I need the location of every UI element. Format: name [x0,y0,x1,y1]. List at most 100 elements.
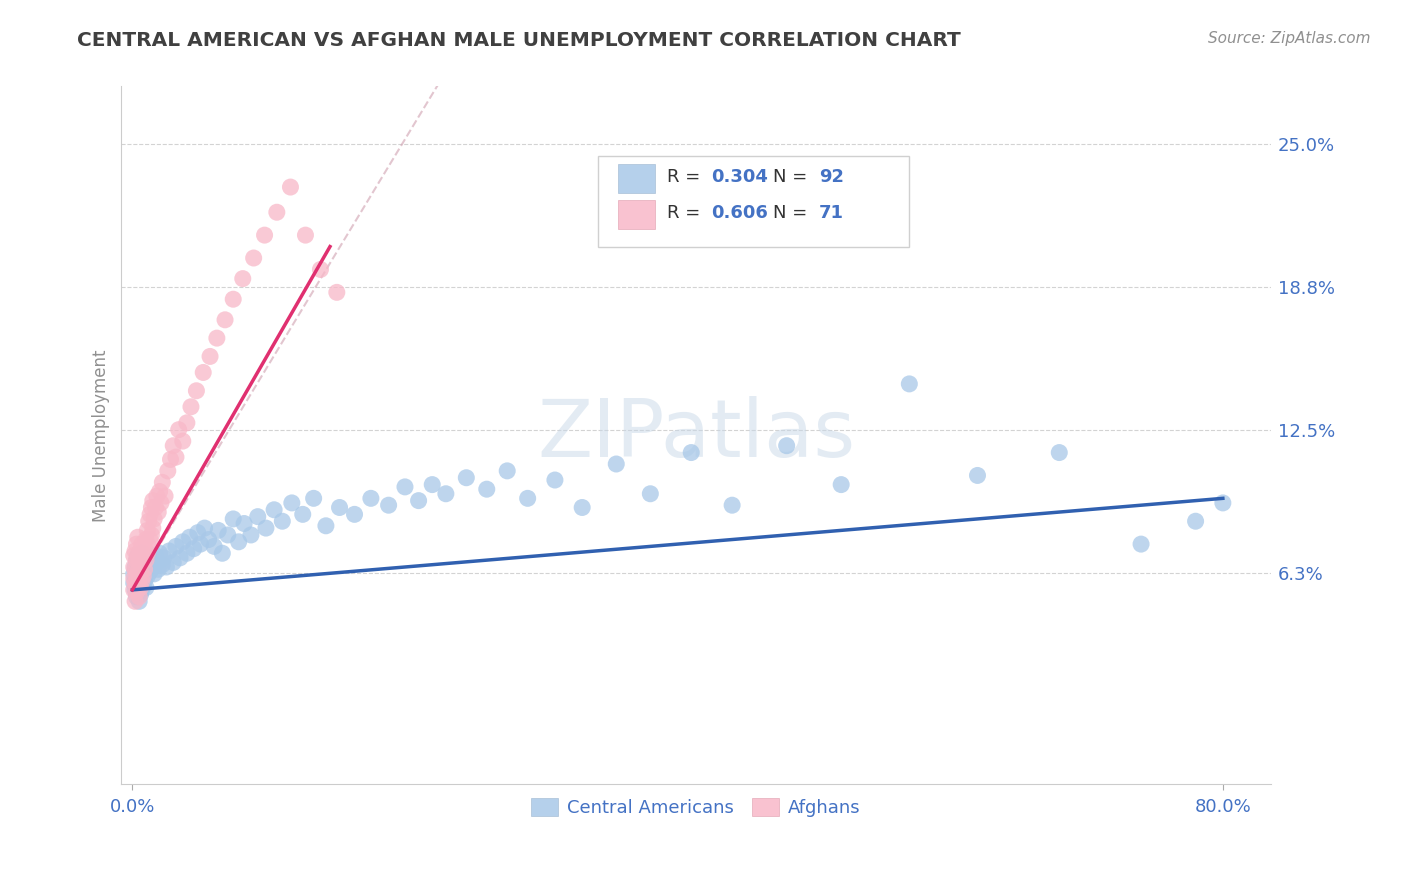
Point [155,560,177,574]
Point [141,528,163,542]
Point [165,540,187,554]
Text: R =: R = [668,204,706,222]
Point [129,550,152,565]
Point [165,450,187,464]
Point [124,560,146,574]
Point [132,569,155,583]
Point [169,550,191,565]
Point [135,581,157,595]
Point [153,489,176,503]
Point [271,514,294,528]
Point [122,560,145,574]
Point [328,500,350,515]
Point [127,565,149,579]
Point [205,331,228,345]
Point [193,366,215,380]
Point [150,475,173,490]
Point [134,541,156,556]
Point [1130,537,1153,551]
Point [135,553,157,567]
Point [280,180,302,194]
Point [172,434,194,449]
Point [434,487,457,501]
Point [377,498,399,512]
Point [187,525,209,540]
Point [172,534,194,549]
Point [128,571,150,585]
Point [214,313,236,327]
Point [162,439,184,453]
Point [128,594,150,608]
Point [132,578,155,592]
Point [141,553,163,567]
Point [1212,496,1234,510]
Point [122,571,145,585]
Point [131,574,153,588]
Point [966,468,988,483]
Point [211,546,233,560]
Point [176,416,198,430]
Point [176,546,198,560]
Point [156,464,179,478]
Point [127,549,149,563]
Point [148,505,170,519]
Text: 0.304: 0.304 [711,168,768,186]
Point [146,556,169,570]
Point [134,562,156,576]
Point [142,521,165,535]
Text: N =: N = [773,204,813,222]
Point [124,544,146,558]
Point [228,534,250,549]
Y-axis label: Male Unemployment: Male Unemployment [93,349,110,522]
Point [315,518,337,533]
Point [721,498,744,512]
Point [294,228,316,243]
Point [830,477,852,491]
Point [129,569,152,583]
Point [496,464,519,478]
Point [159,452,181,467]
Point [197,533,219,547]
Point [157,544,180,558]
Point [152,550,174,565]
Point [420,477,443,491]
Point [394,480,416,494]
Point [254,521,277,535]
Point [186,384,208,398]
Point [242,251,264,265]
Point [138,514,160,528]
Point [1184,514,1206,528]
Point [475,482,498,496]
Point [233,516,256,531]
Text: CENTRAL AMERICAN VS AFGHAN MALE UNEMPLOYMENT CORRELATION CHART: CENTRAL AMERICAN VS AFGHAN MALE UNEMPLOY… [77,31,962,50]
Point [125,553,148,567]
Point [149,484,172,499]
Point [142,493,165,508]
Text: Source: ZipAtlas.com: Source: ZipAtlas.com [1208,31,1371,46]
Point [135,562,157,576]
Point [127,549,149,563]
Point [129,544,152,558]
Point [124,576,146,591]
Point [898,376,921,391]
Point [134,556,156,570]
Point [207,524,229,538]
Point [162,556,184,570]
Point [141,500,163,515]
Point [167,423,190,437]
Point [136,546,159,560]
Point [605,457,627,471]
Point [124,562,146,576]
Point [122,582,145,597]
Point [136,569,159,583]
Point [253,228,276,243]
Point [129,565,152,579]
Point [125,571,148,585]
Point [125,537,148,551]
Point [134,574,156,588]
Point [681,445,703,459]
Point [122,576,145,591]
Point [131,556,153,570]
Point [145,549,167,563]
Point [179,530,201,544]
